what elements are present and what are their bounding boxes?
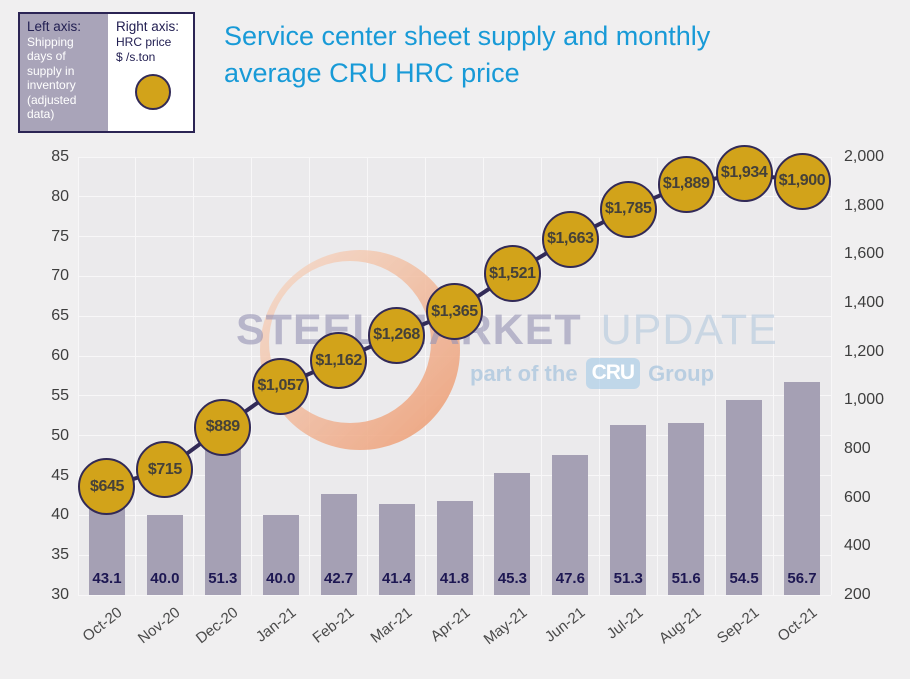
price-marker: $1,268 — [368, 306, 426, 364]
bar-value-label: 42.7 — [324, 570, 354, 587]
bar-value-label: 41.4 — [381, 570, 412, 587]
v-gridline — [193, 157, 195, 595]
y-axis-left-tick: 30 — [51, 586, 69, 603]
supply-bar — [320, 493, 357, 595]
price-marker-label: $1,268 — [373, 326, 420, 344]
price-marker: $1,900 — [773, 152, 831, 210]
price-marker: $1,785 — [599, 180, 657, 238]
price-marker-label: $1,889 — [662, 175, 710, 192]
legend-right-heading: Right axis: — [116, 19, 180, 34]
page-title-line1: Service center sheet supply and monthly — [224, 21, 711, 51]
price-marker: $645 — [78, 458, 136, 516]
y-axis-right-tick: 400 — [844, 537, 871, 555]
bar-value-label: 41.8 — [439, 570, 470, 587]
legend-box: Left axis: Shipping days of supply in in… — [18, 12, 195, 133]
watermark-tagline: part of the CRU Group — [470, 358, 714, 389]
y-axis-left-tick: 50 — [51, 426, 69, 444]
legend-left-axis-cell: Left axis: Shipping days of supply in in… — [20, 14, 108, 131]
supply-bar — [262, 515, 299, 595]
price-marker-label: $1,785 — [604, 200, 652, 218]
supply-bar — [784, 382, 821, 595]
price-marker-label: $1,521 — [489, 264, 536, 282]
supply-bar — [436, 501, 473, 595]
y-axis-left-tick: 80 — [51, 187, 69, 205]
bar-value-label: 47.6 — [555, 570, 585, 587]
price-marker-label: $1,162 — [315, 351, 362, 369]
legend-left-body: Shipping days of supply in inventory (ad… — [27, 35, 77, 121]
legend-right-subline2: $ /s.ton — [116, 50, 156, 64]
bar-value-label: 45.3 — [497, 570, 528, 587]
y-axis-left-tick: 35 — [51, 546, 69, 564]
y-axis-right-tick: 600 — [844, 488, 871, 506]
y-axis-left-tick: 40 — [51, 506, 69, 524]
price-marker: $1,889 — [657, 155, 715, 213]
h-gridline — [78, 196, 831, 198]
y-axis-left-tick: 55 — [51, 386, 69, 404]
cru-badge: CRU — [585, 358, 641, 389]
watermark-tagline-prefix: part of the — [470, 360, 578, 386]
bar-value-label: 40.0 — [150, 570, 180, 587]
price-marker: $1,521 — [483, 245, 541, 303]
bar-value-label: 56.7 — [787, 570, 817, 587]
price-marker: $1,365 — [426, 283, 483, 341]
price-marker-label: $1,365 — [431, 302, 478, 320]
h-gridline — [78, 594, 831, 596]
price-marker: $1,663 — [541, 210, 599, 268]
y-axis-right-tick: 1,400 — [844, 294, 885, 311]
price-marker-label: $889 — [205, 418, 240, 436]
supply-bar — [726, 399, 763, 595]
legend-left-heading: Left axis: — [27, 19, 82, 34]
y-axis-right-tick: 2,000 — [844, 148, 885, 165]
v-gridline — [135, 157, 137, 595]
bar-value-label: 54.5 — [729, 570, 759, 587]
legend-right-subline1: HRC price — [116, 35, 172, 49]
hrc-price-marker-icon — [134, 74, 171, 110]
page-title-line2: average CRU HRC price — [224, 58, 520, 88]
y-axis-right-tick: 1,800 — [844, 196, 885, 214]
price-marker-label: $1,057 — [257, 377, 304, 395]
y-axis-right-tick: 1,600 — [844, 245, 885, 263]
page-title: Service center sheet supply and monthly … — [224, 18, 884, 92]
v-gridline — [714, 157, 716, 595]
y-axis-right-tick: 200 — [844, 586, 871, 603]
y-axis-right-tick: 1,000 — [844, 391, 885, 409]
supply-bar — [494, 473, 531, 595]
bar-value-label: 51.6 — [671, 570, 701, 587]
price-marker: $889 — [194, 398, 252, 456]
y-axis-left-tick: 70 — [51, 267, 69, 285]
watermark-brand-secondary: UPDATE — [600, 306, 778, 354]
v-gridline — [772, 157, 774, 595]
price-marker-label: $1,934 — [720, 164, 768, 182]
bar-value-label: 51.3 — [208, 570, 238, 587]
y-axis-left-tick: 60 — [51, 347, 69, 365]
y-axis-left-tick: 65 — [51, 307, 69, 325]
price-marker: $1,934 — [715, 144, 773, 202]
bar-value-label: 43.1 — [92, 570, 122, 587]
legend-right-axis-cell: Right axis: HRC price $ /s.ton — [108, 14, 193, 131]
price-marker-label: $1,900 — [778, 172, 826, 190]
bar-value-label: 51.3 — [613, 570, 643, 587]
v-gridline — [77, 157, 79, 595]
price-marker-label: $715 — [147, 460, 182, 478]
h-gridline — [78, 156, 831, 158]
y-axis-right-tick: 800 — [844, 440, 871, 457]
v-gridline — [830, 157, 832, 595]
y-axis-left-tick: 85 — [51, 148, 69, 165]
price-marker: $715 — [136, 441, 194, 499]
price-marker: $1,057 — [252, 357, 310, 415]
y-axis-left-tick: 75 — [51, 227, 69, 245]
h-gridline — [78, 236, 831, 238]
y-axis-right-tick: 1,200 — [844, 342, 885, 360]
watermark-tagline-suffix: Group — [648, 360, 715, 386]
supply-bar — [146, 515, 183, 595]
y-axis-left-tick: 45 — [51, 466, 69, 484]
price-marker: $1,162 — [310, 332, 368, 390]
supply-bar — [378, 504, 415, 595]
price-marker-label: $1,663 — [547, 230, 594, 247]
price-marker-label: $645 — [89, 477, 124, 495]
bar-value-label: 40.0 — [266, 570, 296, 587]
